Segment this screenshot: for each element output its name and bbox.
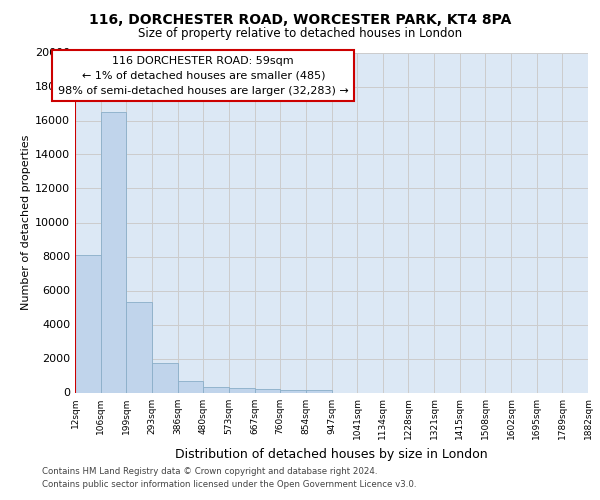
Bar — [75, 255, 101, 392]
Bar — [152, 363, 178, 392]
Text: Contains public sector information licensed under the Open Government Licence v3: Contains public sector information licen… — [42, 480, 416, 489]
Text: Size of property relative to detached houses in London: Size of property relative to detached ho… — [138, 28, 462, 40]
Bar — [254, 389, 280, 392]
Bar — [280, 390, 306, 392]
Bar — [229, 388, 254, 392]
Bar — [306, 390, 331, 392]
Bar — [203, 386, 229, 392]
Bar — [127, 302, 152, 392]
Bar — [101, 112, 127, 392]
Text: 116 DORCHESTER ROAD: 59sqm
← 1% of detached houses are smaller (485)
98% of semi: 116 DORCHESTER ROAD: 59sqm ← 1% of detac… — [58, 56, 349, 96]
Text: Contains HM Land Registry data © Crown copyright and database right 2024.: Contains HM Land Registry data © Crown c… — [42, 467, 377, 476]
Bar — [178, 382, 203, 392]
X-axis label: Distribution of detached houses by size in London: Distribution of detached houses by size … — [175, 448, 488, 461]
Text: 116, DORCHESTER ROAD, WORCESTER PARK, KT4 8PA: 116, DORCHESTER ROAD, WORCESTER PARK, KT… — [89, 12, 511, 26]
Y-axis label: Number of detached properties: Number of detached properties — [21, 135, 31, 310]
